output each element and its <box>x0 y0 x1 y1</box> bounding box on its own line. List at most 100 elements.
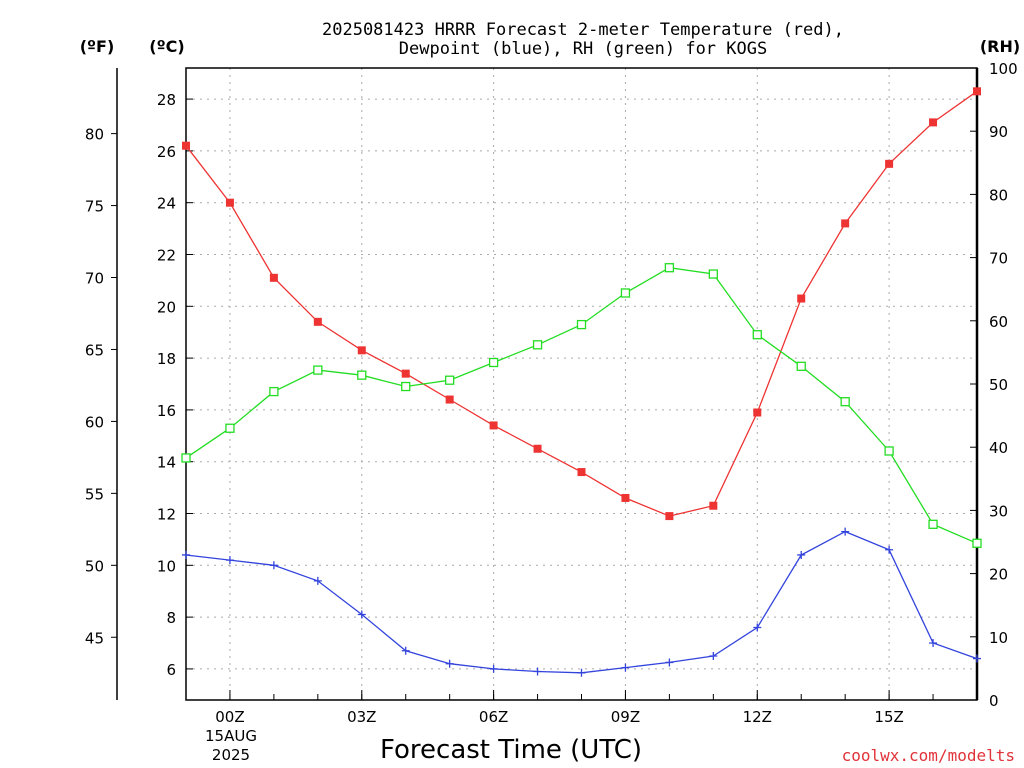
grid-lines <box>186 68 977 700</box>
dewpoint-line <box>185 530 978 674</box>
rh-tick-label: 10 <box>989 629 1008 647</box>
temperature-point <box>533 444 542 453</box>
plot-frame <box>185 67 978 701</box>
temperature-point <box>753 408 762 417</box>
dewpoint-point <box>797 550 806 559</box>
date-label-year: 2025 <box>212 746 250 764</box>
x-axis-label: Forecast Time (UTC) <box>380 735 642 765</box>
celsius-tick-label: 14 <box>157 454 176 472</box>
rh-point <box>532 340 543 350</box>
rh-tick-label: 0 <box>989 692 999 710</box>
time-tick-label: 03Z <box>347 708 376 726</box>
rh-point <box>928 519 938 529</box>
rh-point <box>357 370 367 380</box>
fahrenheit-axis-unit: (ºF) <box>80 37 115 56</box>
dewpoint-point <box>973 654 981 663</box>
dewpoint-point <box>665 658 674 667</box>
rh-point <box>840 397 850 407</box>
rh-tick-label: 20 <box>989 566 1008 584</box>
celsius-tick-label: 24 <box>157 195 176 213</box>
rh-point <box>664 263 675 273</box>
temperature-point <box>357 346 366 355</box>
rh-point <box>269 386 279 397</box>
fahrenheit-tick-label: 55 <box>85 485 104 503</box>
rh-point <box>708 269 718 279</box>
celsius-tick-label: 28 <box>157 91 176 109</box>
rh-point <box>576 319 587 330</box>
dewpoint-point <box>885 545 894 554</box>
celsius-axis: 6 8 10 12 14 16 18 20 22 24 26 28 <box>157 91 193 679</box>
date-label-day: 15AUG <box>205 727 257 745</box>
celsius-tick-label: 8 <box>166 609 176 627</box>
celsius-tick-label: 16 <box>157 402 176 420</box>
rh-tick-label: 60 <box>989 313 1008 331</box>
fahrenheit-tick-label: 45 <box>85 629 104 647</box>
time-tick-label: 00Z <box>215 708 244 726</box>
dewpoint-series <box>182 527 981 677</box>
temperature-point <box>577 468 586 477</box>
series-layer <box>181 87 982 677</box>
dewpoint-point <box>929 639 938 648</box>
rh-point <box>181 453 191 463</box>
celsius-tick-label: 26 <box>157 143 176 161</box>
chart-title-line2: Dewpoint (blue), RH (green) for KOGS <box>399 39 767 59</box>
temperature-point <box>709 501 718 510</box>
celsius-tick-label: 20 <box>157 298 176 316</box>
rh-point <box>488 357 499 368</box>
dewpoint-point <box>753 623 762 632</box>
temperature-point <box>665 512 674 521</box>
rh-point <box>313 365 323 375</box>
rh-series <box>181 263 982 548</box>
dewpoint-point <box>269 561 278 570</box>
rh-point <box>796 361 806 371</box>
dewpoint-point <box>357 610 366 619</box>
rh-point <box>445 375 455 385</box>
fahrenheit-tick-label: 75 <box>85 198 104 216</box>
celsius-tick-label: 18 <box>157 350 176 368</box>
dewpoint-point <box>182 550 190 559</box>
credit-text: coolwx.com/modelts <box>842 746 1015 765</box>
rh-axis: 0 10 20 30 40 50 60 70 80 90 100 <box>970 60 1018 710</box>
rh-axis-unit: (RH) <box>980 37 1020 56</box>
temperature-point <box>313 317 322 326</box>
time-axis: 00Z 03Z 06Z 09Z 12Z 15Z <box>185 690 978 726</box>
rh-tick-label: 70 <box>989 250 1008 268</box>
temperature-point <box>841 219 850 228</box>
celsius-axis-unit: (ºC) <box>149 37 184 56</box>
fahrenheit-tick-label: 70 <box>85 270 104 288</box>
dewpoint-point <box>445 659 454 668</box>
temperature-point <box>885 159 894 168</box>
rh-point <box>401 381 411 392</box>
dewpoint-point <box>313 576 322 585</box>
fahrenheit-tick-label: 65 <box>85 341 104 359</box>
temperature-line <box>185 90 978 517</box>
chart-title-line1: 2025081423 HRRR Forecast 2-meter Tempera… <box>322 20 844 40</box>
temperature-point <box>973 87 981 96</box>
rh-point <box>972 538 982 548</box>
temperature-point <box>269 273 278 282</box>
rh-point <box>620 288 631 298</box>
time-tick-label: 06Z <box>479 708 508 726</box>
time-tick-label: 12Z <box>743 708 772 726</box>
temperature-point <box>621 493 630 502</box>
rh-point <box>225 423 235 433</box>
dewpoint-point <box>533 667 542 676</box>
temperature-point <box>797 294 806 303</box>
temperature-point <box>929 118 938 127</box>
temperature-point <box>182 141 190 150</box>
dewpoint-point <box>621 663 630 672</box>
temperature-point <box>225 198 234 207</box>
temperature-point <box>445 395 454 404</box>
dewpoint-point <box>709 651 718 660</box>
rh-tick-label: 100 <box>989 60 1018 78</box>
celsius-tick-label: 6 <box>166 661 176 679</box>
dewpoint-point <box>401 646 410 655</box>
rh-tick-label: 90 <box>989 123 1008 141</box>
time-tick-label: 15Z <box>874 708 903 726</box>
fahrenheit-tick-label: 50 <box>85 557 104 575</box>
rh-tick-label: 40 <box>989 439 1008 457</box>
celsius-tick-label: 22 <box>157 246 176 264</box>
dewpoint-point <box>577 668 586 677</box>
dewpoint-point <box>841 527 850 536</box>
